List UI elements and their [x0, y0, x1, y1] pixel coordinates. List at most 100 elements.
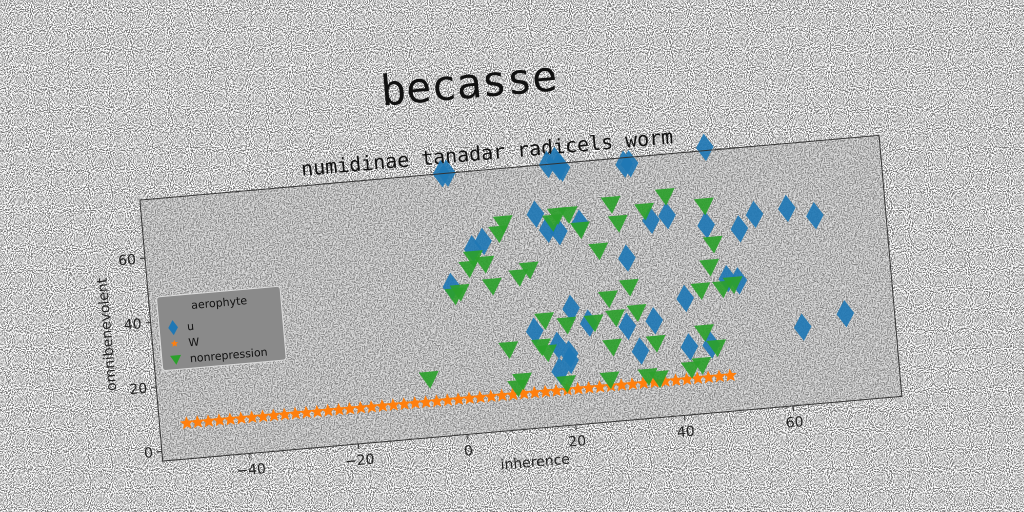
point-nonrepression-46	[680, 361, 701, 379]
point-W-20	[397, 397, 411, 411]
point-W-34	[549, 383, 563, 397]
legend-box	[156, 285, 287, 371]
point-W-23	[429, 394, 444, 408]
legend-marker-nonrepression	[170, 354, 182, 365]
point-nonrepression-33	[498, 341, 519, 360]
legend-title: aerophyte	[191, 294, 248, 312]
y-tick-label-0: 0	[143, 445, 153, 462]
point-W-50	[723, 368, 737, 382]
point-W-42	[636, 376, 650, 390]
point-W-13	[321, 403, 335, 417]
point-W-11	[299, 405, 313, 419]
point-nonrepression-9	[508, 268, 529, 287]
point-W-30	[506, 387, 520, 401]
point-nonrepression-25	[618, 278, 639, 297]
point-W-46	[679, 372, 694, 386]
point-nonrepression-20	[693, 197, 714, 216]
point-W-19	[386, 398, 400, 412]
point-W-44	[658, 374, 672, 388]
x-tick-label-5: 60	[785, 414, 804, 431]
point-W-18	[375, 399, 389, 413]
point-W-36	[571, 382, 585, 395]
point-W-15	[343, 401, 357, 415]
point-u-18	[778, 194, 796, 223]
point-u-20	[474, 227, 492, 256]
point-nonrepression-35	[536, 344, 557, 363]
point-nonrepression-21	[702, 235, 723, 254]
point-u-31	[676, 284, 694, 313]
point-W-24	[440, 393, 455, 407]
point-W-26	[462, 391, 476, 405]
point-nonrepression-5	[474, 255, 495, 274]
point-nonrepression-43	[599, 371, 620, 390]
point-u-7	[620, 150, 639, 178]
point-nonrepression-30	[556, 316, 577, 335]
point-nonrepression-2	[449, 283, 470, 302]
point-nonrepression-17	[607, 214, 628, 233]
point-W-16	[353, 401, 368, 415]
point-u-23	[618, 244, 636, 272]
point-W-37	[582, 381, 596, 395]
point-nonrepression-0	[418, 370, 439, 389]
point-u-9	[526, 200, 545, 228]
point-nonrepression-41	[512, 372, 532, 391]
point-W-14	[332, 402, 346, 416]
point-nonrepression-31	[583, 314, 604, 333]
point-W-47	[690, 371, 705, 385]
legend-label-W: W	[188, 335, 200, 349]
point-nonrepression-39	[706, 339, 727, 358]
point-W-40	[614, 378, 629, 392]
point-W-41	[625, 377, 639, 391]
point-u-30	[645, 306, 664, 335]
point-u-29	[618, 312, 637, 340]
point-W-3	[212, 413, 226, 427]
point-nonrepression-18	[634, 202, 655, 221]
y-axis-ticks: 0 20 40 60	[118, 252, 162, 462]
point-nonrepression-47	[691, 356, 712, 375]
point-W-28	[484, 389, 498, 403]
point-W-27	[473, 390, 487, 404]
point-nonrepression-38	[693, 324, 714, 342]
point-W-21	[408, 396, 422, 410]
x-tick-label-0: −40	[236, 461, 267, 480]
legend-marker-u	[168, 320, 178, 336]
point-W-7	[256, 409, 270, 423]
point-W-10	[288, 406, 302, 420]
point-nonrepression-13	[557, 206, 578, 224]
point-nonrepression-10	[518, 261, 539, 280]
point-nonrepression-19	[654, 187, 675, 206]
point-u-15	[697, 211, 715, 239]
point-nonrepression-16	[600, 195, 621, 214]
point-nonrepression-6	[481, 277, 502, 296]
point-u-26	[562, 294, 580, 323]
y-tick-label-1: 20	[129, 381, 148, 398]
x-axis-label: inherence	[500, 452, 571, 474]
point-nonrepression-29	[534, 312, 555, 330]
point-u-14	[658, 201, 676, 230]
point-nonrepression-27	[712, 280, 732, 299]
y-tick-label-3: 60	[118, 252, 137, 269]
x-tick-label-1: −20	[344, 452, 375, 471]
legend-label-u: u	[187, 320, 195, 334]
point-nonrepression-45	[648, 370, 669, 389]
point-W-33	[538, 384, 552, 398]
point-W-31	[516, 386, 531, 400]
point-u-5	[552, 154, 571, 182]
x-tick-label-4: 40	[676, 424, 695, 441]
point-W-49	[712, 369, 726, 383]
point-nonrepression-4	[462, 250, 483, 268]
x-axis-ticks: −40 −20 0 20 40 60	[236, 405, 804, 480]
point-u-17	[745, 200, 764, 229]
point-u-27	[525, 317, 544, 345]
point-u-35	[680, 333, 699, 361]
point-W-8	[266, 408, 281, 422]
x-tick-label-3: 20	[568, 433, 587, 450]
point-nonrepression-23	[690, 282, 711, 301]
point-nonrepression-24	[597, 290, 618, 309]
point-W-4	[223, 412, 237, 426]
point-u-8	[696, 133, 714, 162]
point-W-32	[527, 385, 542, 399]
